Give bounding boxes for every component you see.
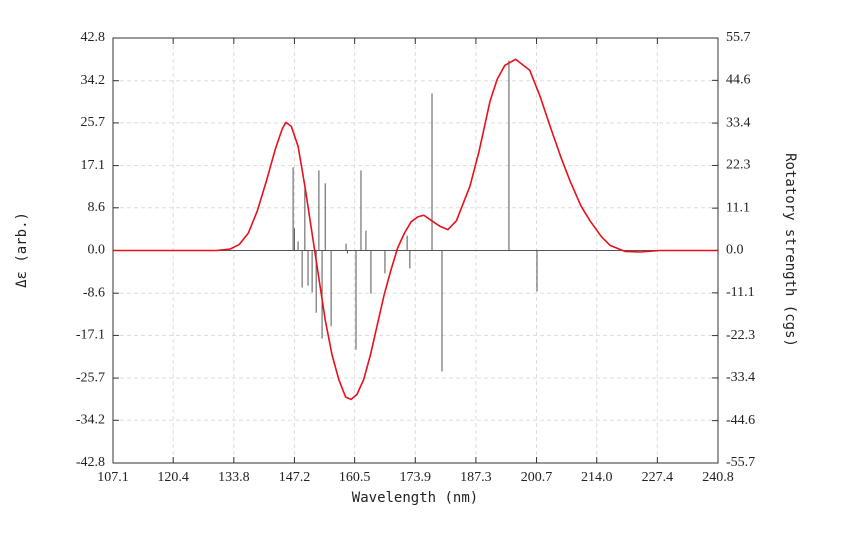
x-tick-label: 173.9 — [400, 470, 432, 485]
x-tick-label: 214.0 — [581, 470, 613, 485]
x-axis-title: Wavelength (nm) — [352, 490, 478, 506]
y-tick-label: -25.7 — [76, 370, 105, 385]
y-tick-label: 34.2 — [81, 73, 106, 88]
y2-tick-label: 44.6 — [726, 73, 751, 88]
y2-tick-label: 11.1 — [726, 200, 750, 215]
x-tick-label: 133.8 — [218, 470, 250, 485]
x-tick-label: 120.4 — [157, 470, 189, 485]
y2-tick-label: -44.6 — [726, 413, 755, 428]
y-tick-label: -17.1 — [76, 328, 105, 343]
x-tick-label: 147.2 — [279, 470, 311, 485]
x-tick-label: 200.7 — [521, 470, 553, 485]
y-tick-label: 25.7 — [81, 115, 106, 130]
y-axis-title: Δε (arb.) — [14, 212, 30, 288]
x-tick-label: 160.5 — [339, 470, 371, 485]
y2-tick-label: -33.4 — [726, 370, 755, 385]
y-tick-label: -8.6 — [83, 285, 105, 300]
cd-curve — [113, 58, 718, 401]
y2-tick-label: 33.4 — [726, 115, 751, 130]
y2-tick-label: 0.0 — [726, 243, 744, 258]
y-tick-label: 42.8 — [81, 30, 106, 45]
y2-tick-label: -22.3 — [726, 328, 755, 343]
y-tick-label: -42.8 — [76, 455, 105, 470]
x-tick-label: 240.8 — [702, 470, 734, 485]
y2-tick-label: 55.7 — [726, 30, 751, 45]
y-tick-label: 8.6 — [88, 200, 106, 215]
x-tick-label: 227.4 — [642, 470, 674, 485]
y2-axis-title: Rotatory strength (cgs) — [782, 153, 798, 347]
y2-tick-label: -11.1 — [726, 285, 755, 300]
plot-frame — [112, 37, 719, 464]
y-tick-label: 0.0 — [88, 243, 106, 258]
y2-tick-label: -55.7 — [726, 455, 755, 470]
x-tick-label: 187.3 — [460, 470, 492, 485]
y2-tick-label: 22.3 — [726, 158, 751, 173]
x-tick-label: 107.1 — [97, 470, 129, 485]
y-tick-label: 17.1 — [81, 158, 106, 173]
y-tick-label: -34.2 — [76, 413, 105, 428]
